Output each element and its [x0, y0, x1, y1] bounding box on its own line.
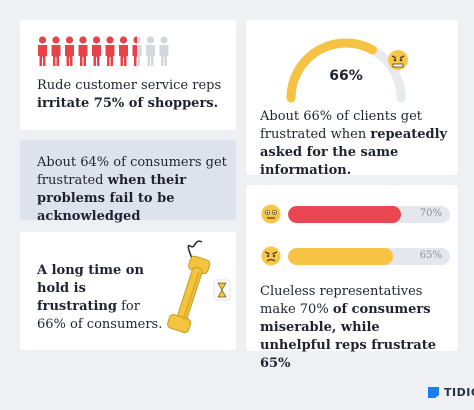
person-icon — [38, 36, 47, 66]
gauge-chart: 66% — [286, 38, 408, 103]
shoppers-irritation-text: Rude customer service reps irritate 75% … — [37, 78, 222, 111]
shoppers-irritation-card: Rude customer service reps irritate 75% … — [20, 20, 236, 130]
miserable-bar-row: 70% — [260, 203, 450, 225]
bar-fill-miserable — [288, 206, 402, 223]
clueless-reps-card: 70% 65% Clueless representatives make 70… — [246, 185, 458, 371]
hourglass-icon — [213, 279, 231, 301]
person-icon — [105, 36, 115, 66]
tidio-logo-icon — [428, 387, 439, 398]
acknowledgement-card: About 64% of consumers get frustrated wh… — [20, 140, 236, 224]
person-icon — [51, 36, 61, 66]
person-icon — [159, 36, 169, 66]
hold-time-text: A long time on hold is frustrating for 6… — [37, 263, 163, 332]
person-icon — [119, 36, 128, 66]
tidio-logo: TIDIO — [426, 385, 474, 401]
frustrated-face-icon — [388, 50, 408, 70]
bar-track: 65% — [288, 248, 450, 265]
bar-value-label: 70% — [419, 208, 442, 219]
person-icon — [78, 36, 88, 66]
person-icon — [65, 36, 74, 66]
clueless-reps-text: Clueless representatives make 70% of con… — [260, 284, 436, 371]
repeated-questions-card: 66% About 66% of clients get frustrated … — [246, 20, 458, 178]
miserable-face-icon — [261, 204, 281, 224]
bar-track: 70% — [288, 206, 450, 223]
phone-handset-icon — [167, 240, 231, 334]
gauge-arc — [286, 38, 377, 103]
people-icon-row — [38, 36, 169, 66]
angry-face-icon — [261, 246, 281, 266]
frustrated-bar-row: 65% — [260, 245, 450, 267]
hold-time-card: A long time on hold is frustrating for 6… — [20, 232, 236, 350]
person-icon — [92, 36, 101, 66]
person-icon — [132, 36, 142, 66]
person-icon — [146, 36, 155, 66]
repeated-questions-text: About 66% of clients get frustrated when… — [260, 109, 448, 178]
bar-fill-frustrated — [288, 248, 394, 265]
tidio-logo-text: TIDIO — [444, 386, 474, 399]
gauge-value: 66% — [329, 68, 363, 84]
bar-value-label: 65% — [419, 250, 442, 261]
acknowledgement-text: About 64% of consumers get frustrated wh… — [37, 155, 227, 224]
